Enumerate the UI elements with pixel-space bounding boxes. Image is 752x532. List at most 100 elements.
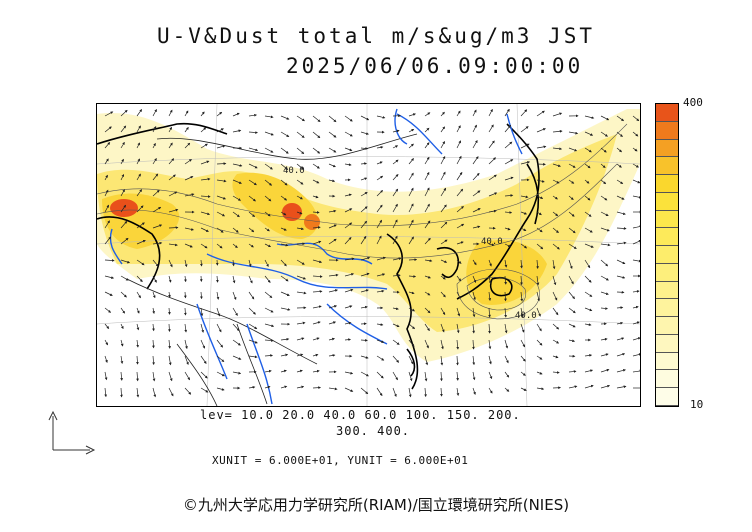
wind-arrow [568, 370, 577, 373]
wind-arrow [184, 387, 192, 395]
wind-arrow [536, 243, 544, 250]
wind-arrow [408, 187, 414, 197]
wind-arrow [552, 147, 563, 151]
dust-map: 40.0 40.0 40.0 [96, 103, 641, 407]
wind-arrow [616, 163, 622, 168]
wind-arrow [344, 257, 355, 261]
wind-arrow [344, 236, 352, 245]
wind-arrow [232, 355, 242, 360]
colorbar-segment [656, 263, 678, 282]
wind-arrow [344, 163, 352, 167]
wind-arrow [376, 175, 384, 181]
wind-arrow [392, 339, 400, 345]
wind-arrow [584, 323, 592, 327]
wind-arrow [264, 131, 274, 136]
wind-arrow [440, 140, 445, 149]
wind-arrow [552, 243, 560, 250]
wind-arrow [616, 275, 626, 279]
wind-arrow [216, 387, 225, 391]
wind-arrow [152, 291, 156, 299]
wind-arrow [440, 171, 446, 181]
wind-arrow [392, 371, 398, 381]
wind-arrow [248, 291, 255, 300]
wind-arrow [168, 158, 175, 165]
wind-arrow [168, 243, 178, 247]
wind-arrow [584, 354, 593, 357]
wind-arrow [104, 387, 108, 398]
wind-arrow [552, 291, 558, 301]
wind-arrow [600, 115, 610, 121]
wind-arrow [200, 227, 209, 232]
wind-arrow [408, 258, 418, 262]
wind-arrow [312, 353, 319, 357]
wind-arrow [200, 243, 208, 249]
wind-arrow [104, 174, 108, 181]
wind-arrow [312, 386, 321, 390]
wind-arrow [456, 275, 462, 282]
wind-vectors [104, 108, 640, 398]
wind-arrow [376, 190, 383, 197]
wind-arrow [456, 259, 462, 264]
wind-arrow [504, 124, 512, 133]
wind-arrow [536, 145, 547, 149]
wind-arrow [296, 147, 305, 155]
wind-arrow [152, 275, 157, 283]
wind-arrow [520, 355, 526, 362]
wind-arrow [167, 323, 171, 332]
wind-arrow [456, 125, 461, 133]
wind-arrow [552, 339, 560, 344]
wind-arrow [408, 219, 414, 229]
wind-arrow [488, 243, 495, 247]
wind-arrow [120, 275, 129, 281]
wind-arrow [376, 219, 382, 229]
wind-arrow [312, 290, 323, 293]
wind-arrow [600, 227, 610, 232]
wind-arrow [584, 147, 592, 153]
wind-arrow [344, 131, 353, 137]
wind-arrow [392, 129, 400, 133]
wind-arrow [264, 163, 273, 170]
wind-arrow [504, 141, 513, 149]
wind-arrow [520, 126, 529, 133]
wind-arrow [120, 355, 124, 364]
wind-arrow [104, 355, 108, 363]
colorbar-segment [656, 246, 678, 264]
wind-arrow [568, 227, 576, 234]
wind-arrow [248, 195, 256, 202]
wind-arrow [312, 275, 323, 278]
wind-arrow [632, 147, 638, 152]
wind-arrow [520, 109, 528, 117]
wind-arrow [264, 179, 273, 186]
wind-arrow [200, 355, 207, 364]
wind-arrow [488, 291, 492, 301]
wind-arrow [632, 179, 640, 184]
wind-arrow [120, 125, 127, 133]
wind-arrow [296, 163, 304, 170]
wind-arrow [520, 227, 527, 232]
wind-arrow [360, 162, 367, 166]
wind-arrow [536, 307, 541, 317]
wind-arrow [344, 147, 353, 152]
wind-arrow [216, 291, 220, 300]
wind-arrow [440, 126, 446, 133]
wind-arrow [424, 371, 428, 382]
wind-arrow [136, 205, 144, 213]
wind-arrow [312, 147, 321, 154]
wind-arrow [616, 179, 624, 184]
wind-arrow [136, 142, 140, 149]
wind-arrow [232, 307, 238, 317]
colorbar-segment [656, 121, 678, 140]
wind-arrow [200, 323, 205, 333]
wind-arrow [200, 387, 209, 393]
wind-arrow [136, 189, 143, 197]
wind-arrow [312, 240, 322, 245]
contour-label: 40.0 [515, 311, 537, 321]
wind-arrow [152, 339, 155, 349]
wind-arrow [520, 323, 525, 333]
wind-arrow [504, 243, 511, 248]
wind-arrow [472, 355, 476, 366]
wind-arrow [584, 179, 590, 184]
wind-arrow [408, 113, 416, 117]
wind-arrow [584, 211, 592, 217]
wind-arrow [344, 272, 355, 277]
